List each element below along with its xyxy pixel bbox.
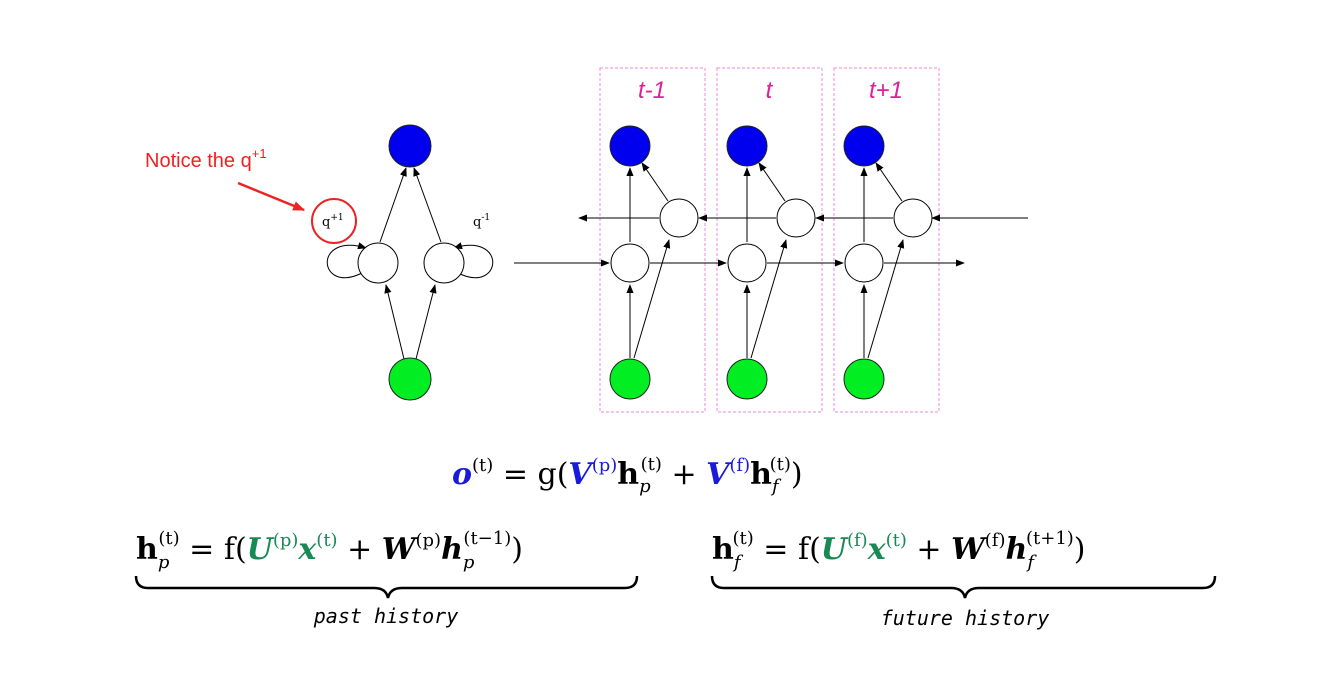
backward-hidden-node	[893, 198, 933, 238]
output-node	[726, 125, 768, 167]
past-history-label: past history	[313, 604, 459, 628]
folded-network: Notice the q+1 q+1 q-1	[145, 124, 494, 401]
edge-hidden-right-to-output	[413, 167, 442, 243]
past-underbrace	[134, 575, 639, 599]
timestep-label-t-minus-1: t-1	[638, 77, 666, 104]
self-loop-right	[453, 242, 494, 279]
input-node	[843, 358, 885, 400]
backward-hidden-node	[659, 198, 699, 238]
forward-hidden-node	[727, 243, 767, 283]
timestep-column-t-plus-1	[843, 125, 933, 400]
timestep-column-t	[726, 125, 816, 400]
self-loop-left	[326, 242, 367, 279]
timestep-label-t-plus-1: t+1	[869, 77, 903, 104]
output-equation: o(t) = g(V(p)hp(t) + V(f)hf(t))	[452, 454, 803, 497]
input-node	[726, 358, 768, 400]
timestep-box-t-plus-1	[833, 67, 940, 413]
timestep-column-t-minus-1	[609, 125, 699, 400]
edge-input-to-hidden-left	[384, 284, 405, 360]
input-node	[388, 357, 432, 401]
edge-hidden-left-to-output	[379, 167, 407, 243]
forward-hidden-node	[610, 243, 650, 283]
backward-hidden-node	[776, 198, 816, 238]
annotation-arrow	[237, 181, 306, 212]
hidden-node-forward	[357, 242, 399, 284]
unfolded-network: t-1 t t+1	[514, 67, 1028, 413]
past-hidden-equation: hp(t) = f(U(p)x(t) + W(p)hp(t−1))	[136, 528, 523, 573]
future-history-label: future history	[881, 606, 1050, 630]
future-hidden-equation: hf(t) = f(U(f)x(t) + W(f)hf(t+1))	[712, 528, 1086, 573]
input-node	[609, 358, 651, 400]
edge-input-to-hidden-right	[415, 284, 437, 360]
loop-label-right: q-1	[473, 213, 490, 230]
timestep-box-t-minus-1	[599, 67, 706, 413]
forward-hidden-node	[844, 243, 884, 283]
annotation-highlight-circle	[311, 198, 357, 244]
output-node	[388, 124, 432, 168]
loop-label-left: q+1	[322, 213, 344, 230]
hidden-node-backward	[423, 242, 465, 284]
output-node	[843, 125, 885, 167]
timestep-label-t: t	[766, 77, 774, 104]
future-underbrace	[710, 575, 1217, 599]
timestep-box-t	[716, 67, 823, 413]
output-node	[609, 125, 651, 167]
annotation-label: Notice the q+1	[145, 146, 267, 172]
